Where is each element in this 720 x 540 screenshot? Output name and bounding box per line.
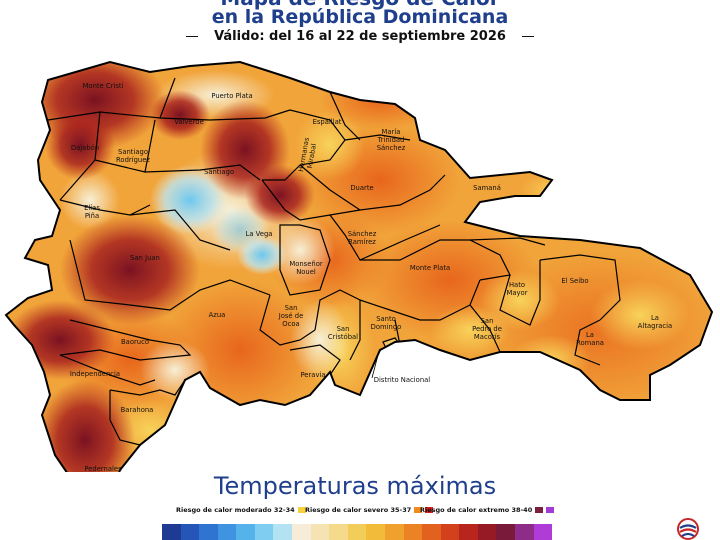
legend-extreme-label: Riesgo de calor extremo 38-40 [420, 506, 533, 514]
color-scale-step-12 [384, 524, 404, 540]
legend-severe-swatch-1 [414, 507, 423, 513]
legend-severe-label: Riesgo de calor severo 35-37 [305, 506, 412, 514]
province-label-san-pedro-de-macoris: San Pedro de Macorís [472, 317, 502, 341]
right-dash [521, 36, 534, 37]
color-scale-step-8 [310, 524, 330, 540]
province-label-baoruco: Baoruco [121, 338, 149, 346]
legend-severe-swatch-2 [425, 507, 434, 513]
legend-extreme-swatch-2 [546, 507, 555, 513]
color-scale-step-6 [273, 524, 293, 540]
province-label-espaillat: Espaillat [313, 118, 342, 126]
color-scale-step-5 [254, 524, 274, 540]
color-scale-step-10 [347, 524, 367, 540]
province-label-la-vega: La Vega [246, 230, 273, 238]
province-label-san-juan: San Juan [130, 254, 160, 262]
color-scale-step-19 [514, 524, 534, 540]
province-label-san-cristobal: San Cristóbal [328, 325, 358, 341]
province-label-samana: Samaná [473, 184, 501, 192]
legend-extreme: Riesgo de calor extremo 38-40 [420, 506, 555, 514]
color-scale-step-1 [180, 524, 200, 540]
province-label-la-romana: La Romana [576, 331, 604, 347]
color-scale-step-18 [496, 524, 515, 540]
province-label-dajabon: Dajabón [71, 144, 99, 152]
province-label-azua: Azua [209, 311, 226, 319]
province-label-valverde: Valverde [174, 118, 204, 126]
color-scale-step-11 [366, 524, 385, 540]
legend-moderate-swatch [297, 507, 306, 513]
province-label-peravia: Peravia [300, 371, 325, 379]
province-label-puerto-plata: Puerto Plata [211, 92, 252, 100]
province-label-maria-trinidad-sanchez: María Trinidad Sánchez [377, 128, 406, 152]
province-label-monte-plata: Monte Plata [410, 264, 450, 272]
province-label-monsenor-nouel: Monseñor Nouel [289, 260, 323, 276]
heat-risk-map: Monte Cristi Puerto Plata Valverde Espailla… [4, 60, 714, 472]
province-label-duarte: Duarte [350, 184, 373, 192]
temperature-color-scale [162, 524, 553, 540]
legend-moderate: Riesgo de calor moderado 32-34 [176, 506, 306, 514]
legend: Riesgo de calor moderado 32-34 Riesgo de… [0, 506, 720, 518]
temperature-title: Temperaturas máximas [213, 472, 497, 500]
color-scale-step-15 [440, 524, 460, 540]
color-scale-step-14 [422, 524, 441, 540]
province-label-elias-pina: Elías Piña [84, 204, 100, 220]
logo-icon [677, 518, 699, 540]
province-label-monte-cristi: Monte Cristi [83, 82, 124, 90]
province-label-hato-mayor: Hato Mayor [506, 281, 527, 297]
color-scale-step-3 [217, 524, 237, 540]
legend-moderate-label: Riesgo de calor moderado 32-34 [176, 506, 295, 514]
legend-extreme-swatch-1 [535, 507, 544, 513]
color-scale-step-7 [292, 524, 311, 540]
distrito-nacional-leader [371, 354, 379, 379]
color-scale-step-0 [162, 524, 181, 540]
page-title: Mapa de Riesgo de Calor [0, 0, 720, 10]
province-label-santo-domingo: Santo Domingo [371, 315, 402, 331]
validity-label: Válido: del 16 al 22 de septiembre 2026 [214, 29, 506, 44]
province-label-san-jose-de-ocoa: San José de Ocoa [278, 304, 304, 328]
color-scale-step-16 [459, 524, 478, 540]
province-label-barahona: Barahona [121, 406, 154, 414]
province-label-distrito-nacional: Distrito Nacional [374, 376, 431, 384]
color-scale-step-20 [533, 524, 553, 540]
page-subtitle: en la República Dominicana [211, 6, 509, 28]
left-dash [186, 36, 199, 37]
color-scale-step-4 [236, 524, 255, 540]
color-scale-step-17 [477, 524, 497, 540]
province-label-pedernales: Pedernales [84, 465, 122, 472]
color-scale-step-9 [329, 524, 348, 540]
province-label-sanchez-ramirez: Sánchez Ramírez [348, 230, 377, 246]
validity-text: Válido: del 16 al 22 de septiembre 2026 [0, 29, 720, 44]
province-label-la-altagracia: La Altagracia [638, 314, 672, 330]
province-label-santiago-rodriguez: Santiago Rodríguez [116, 148, 150, 164]
color-scale-step-13 [403, 524, 423, 540]
legend-severe: Riesgo de calor severo 35-37 [305, 506, 434, 514]
island-outline [4, 60, 714, 472]
color-scale-step-2 [199, 524, 218, 540]
province-label-el-seibo: El Seibo [561, 277, 588, 285]
province-label-santiago: Santiago [204, 168, 234, 176]
province-label-independencia: Independencia [70, 370, 120, 378]
province-borders [47, 77, 621, 446]
